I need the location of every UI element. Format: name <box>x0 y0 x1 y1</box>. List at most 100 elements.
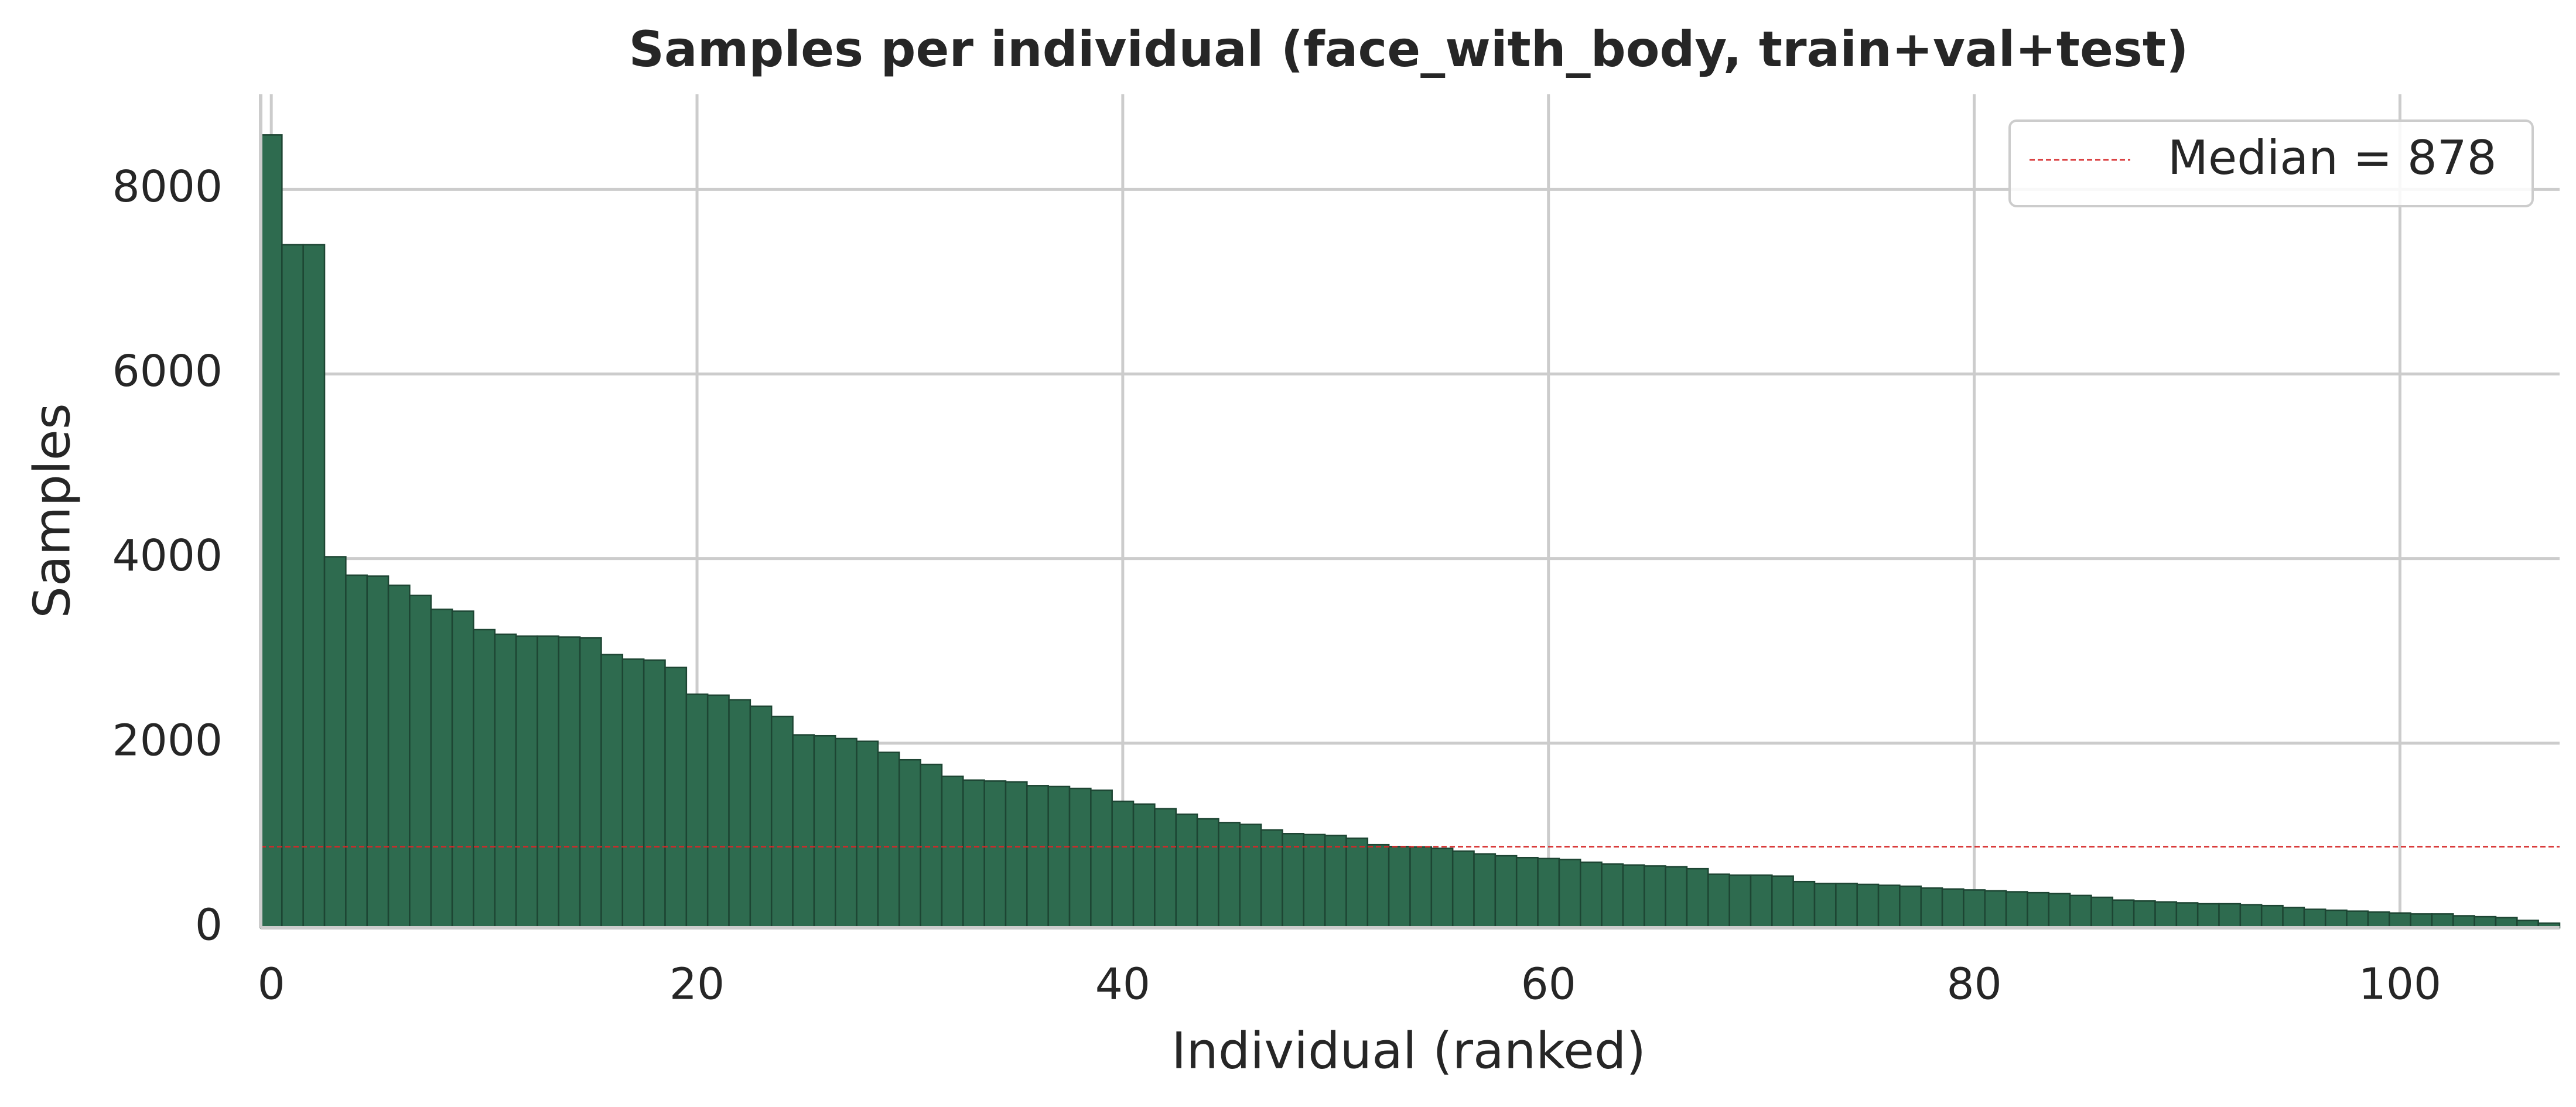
bar <box>537 635 560 929</box>
bar <box>2048 893 2071 929</box>
bar <box>1877 884 1901 929</box>
bar <box>1856 883 1880 929</box>
bar <box>1622 864 1645 929</box>
bar <box>2196 903 2220 929</box>
bar <box>1473 853 1497 929</box>
bar <box>558 636 581 929</box>
bar <box>2239 904 2263 929</box>
grid <box>261 94 2560 930</box>
bar <box>2431 913 2454 929</box>
bar <box>366 575 390 929</box>
bar <box>1282 833 1305 929</box>
bar <box>494 633 517 929</box>
legend-label: Median = 878 <box>2168 131 2497 185</box>
x-tick-label: 40 <box>1095 959 1150 1010</box>
bar <box>345 574 368 929</box>
bar <box>2069 894 2092 929</box>
bar <box>643 659 666 929</box>
bar <box>1111 800 1135 929</box>
y-tick-label: 0 <box>195 900 223 951</box>
bar <box>813 734 836 929</box>
bar <box>1239 824 1262 929</box>
bar <box>2346 910 2369 929</box>
bar <box>1068 787 1092 929</box>
bar <box>2389 912 2411 929</box>
x-tick-label: 80 <box>1946 959 2001 1010</box>
bar <box>1132 803 1156 929</box>
x-tick-label: 20 <box>669 959 725 1010</box>
bar <box>728 699 751 929</box>
bar <box>770 715 794 929</box>
bar <box>1005 781 1028 929</box>
bar <box>1686 867 1709 929</box>
bar <box>323 556 347 929</box>
bar <box>664 667 688 929</box>
bar <box>387 585 411 929</box>
bar <box>1388 846 1411 929</box>
overlay: 0 2000 4000 6000 8000 0 20 40 60 80 100 Median = 87… <box>112 94 2560 1010</box>
bar <box>1963 889 1986 929</box>
bars <box>259 134 2561 929</box>
bar <box>1303 833 1326 929</box>
bar <box>2005 891 2028 929</box>
bar <box>898 758 921 929</box>
bar <box>515 635 538 929</box>
y-tick-label: 8000 <box>112 162 223 212</box>
bar <box>1813 883 1837 929</box>
bar <box>962 779 985 929</box>
bar <box>685 693 709 929</box>
bar <box>621 658 645 929</box>
bar <box>941 775 964 929</box>
bar <box>877 751 900 929</box>
bar <box>706 694 730 929</box>
bar <box>792 734 815 929</box>
bar <box>1579 861 1603 929</box>
bar <box>2027 891 2050 929</box>
x-tick-label: 60 <box>1521 959 1576 1010</box>
bar <box>259 134 283 929</box>
bar <box>600 654 624 929</box>
bar <box>430 609 453 929</box>
bar <box>1409 846 1433 929</box>
bar <box>1644 865 1666 929</box>
bar <box>1430 848 1454 929</box>
bar <box>409 594 432 929</box>
y-axis-label: Samples <box>23 403 81 618</box>
bar <box>1707 873 1730 929</box>
bar <box>2260 904 2284 929</box>
bar <box>1218 822 1241 929</box>
bar <box>2303 908 2326 929</box>
y-tick-label: 4000 <box>112 531 223 581</box>
bar <box>1558 859 1581 929</box>
bar <box>1366 843 1390 929</box>
bar <box>1324 835 1347 929</box>
bar <box>1345 837 1369 929</box>
bar <box>1899 885 1922 929</box>
bar <box>1515 856 1539 929</box>
bar <box>1601 863 1624 929</box>
bar <box>856 740 879 929</box>
y-tick-label: 6000 <box>112 346 223 397</box>
bar <box>1026 785 1049 929</box>
bar <box>2133 900 2156 929</box>
bar <box>1728 874 1752 929</box>
bar <box>451 610 474 929</box>
bar <box>281 244 304 929</box>
bar <box>1175 813 1198 929</box>
bar <box>2367 911 2390 929</box>
bar <box>749 705 773 929</box>
bar <box>920 763 943 929</box>
bar <box>1771 875 1794 929</box>
bar <box>1260 829 1283 929</box>
x-axis-label: Individual (ranked) <box>1171 1021 1646 1080</box>
bar <box>2175 902 2199 929</box>
bar <box>1451 850 1475 929</box>
y-tick-label: 2000 <box>112 715 223 766</box>
bar <box>1920 887 1943 929</box>
bar <box>473 628 496 929</box>
bar <box>1835 883 1858 929</box>
bar <box>1494 855 1518 929</box>
bar <box>2090 896 2114 929</box>
chart-title: Samples per individual (face_with_body, … <box>629 20 2189 78</box>
